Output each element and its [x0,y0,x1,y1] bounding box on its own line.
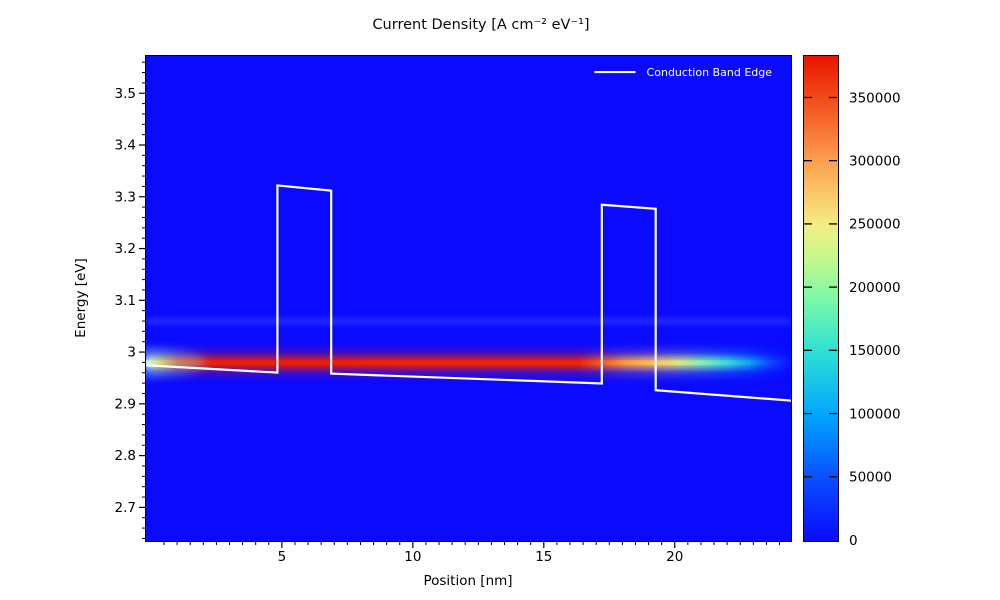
svg-text:3.2: 3.2 [115,241,136,257]
heatmap-streak [146,317,791,377]
svg-text:10: 10 [404,549,421,565]
svg-text:3: 3 [127,345,136,361]
svg-text:5: 5 [278,549,287,565]
colorbar-tick-label: 0 [849,533,858,549]
colorbar-tick-label: 250000 [849,217,901,233]
legend: Conduction Band Edge [594,66,772,79]
legend-label: Conduction Band Edge [647,66,773,79]
y-axis-label: Energy [eV] [73,258,89,338]
colorbar [803,55,839,542]
colorbar-tick-label: 350000 [849,90,901,106]
svg-text:20: 20 [666,549,683,565]
left-flare [146,348,208,377]
x-axis-label: Position [nm] [423,573,513,589]
svg-text:3.5: 3.5 [115,86,136,102]
svg-text:15: 15 [535,549,552,565]
svg-text:2.9: 2.9 [115,396,136,412]
svg-text:2.8: 2.8 [115,448,136,464]
y-axis-ticks: 2.7 2.8 2.9 3 3.1 3.2 3.3 3.4 3.5 [115,61,145,539]
colorbar-tick-label: 100000 [849,406,901,422]
svg-text:2.7: 2.7 [115,500,136,516]
conduction-band-edge-line [146,184,791,402]
svg-text:3.4: 3.4 [115,138,136,154]
heatmap-plot-area: Conduction Band Edge [145,55,792,542]
colorbar-tick-label: 200000 [849,280,901,296]
svg-text:3.1: 3.1 [115,293,136,309]
heatmap-canvas: Conduction Band Edge [146,66,791,402]
colorbar-tick-label: 150000 [849,343,901,359]
x-axis-ticks: 5 10 15 20 [163,542,781,565]
colorbar-tick-label: 300000 [849,153,901,169]
chart-title: Current Density [A cm⁻² eV⁻¹] [372,17,590,33]
svg-text:3.3: 3.3 [115,189,136,205]
colorbar-tick-label: 50000 [849,470,892,486]
